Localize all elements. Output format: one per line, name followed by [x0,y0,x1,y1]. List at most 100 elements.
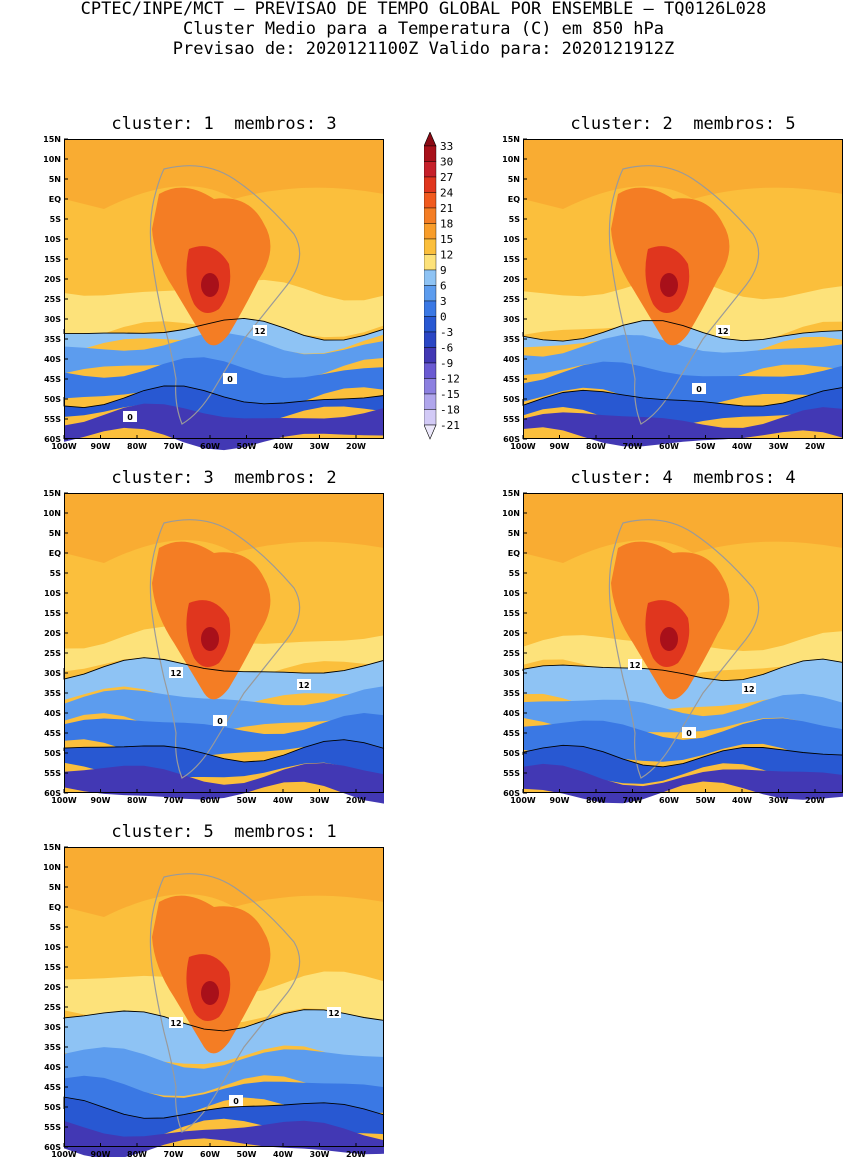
lat-label: 50S [503,749,520,758]
lat-label: 25S [44,1003,61,1012]
lat-label: 45S [44,375,61,384]
field-3-6 [64,332,384,381]
lat-label: 10S [44,943,61,952]
svg-text:12: 12 [629,661,640,670]
lon-label: 40W [273,796,293,805]
map-panel-cluster-1: 12 0 0 15N 10N 5N EQ 5S 10S 15S 20S 25S 30S 35S 40S 45S… [43,135,385,451]
lat-label: 5S [509,569,521,578]
lon-label: 70W [623,796,643,805]
lat-label: 55S [503,769,520,778]
colorbar-label: 3 [440,295,447,308]
contour-label: 0 [123,411,137,422]
lon-label: 70W [164,442,184,451]
lon-label: 90W [91,796,111,805]
lon-label: 50W [237,442,257,451]
lat-label: 5N [508,529,520,538]
lat-label: 55S [44,415,61,424]
field-18-21-north [64,493,384,563]
contour-12 [63,317,385,341]
contour-label: 12 [742,683,756,694]
lon-label: 50W [237,1150,257,1157]
colorbar-label: 9 [440,264,447,277]
panel-title-1: cluster: 1 membros: 3 [111,114,337,134]
continent-outline [149,873,301,1133]
contour-0 [522,386,844,407]
lon-label: 90W [550,796,570,805]
lat-label: 20S [503,629,520,638]
lat-label: 5S [50,215,62,224]
lat-label: 10S [44,235,61,244]
colorbar-label: 12 [440,249,453,262]
colorbar-label: 30 [440,156,453,169]
lat-label: 10N [43,863,61,872]
lon-label: 20W [346,796,366,805]
field-minus3-0 [523,387,843,429]
lat-label: 15N [43,843,61,852]
lon-label: 60W [659,796,679,805]
field-18-21-north [523,493,843,563]
panel-title-3: cluster: 3 membros: 2 [111,468,337,488]
lon-label: 40W [732,442,752,451]
lon-label: 50W [696,442,716,451]
contour-label: 12 [169,1017,183,1028]
lon-label: 100W [51,796,77,805]
svg-text:12: 12 [254,327,265,336]
lat-label: 20S [44,629,61,638]
lat-label: 45S [44,1083,61,1092]
lat-label: 25S [503,295,520,304]
colorbar-label: -9 [440,357,453,370]
lat-label: EQ [49,903,61,912]
lat-label: 20S [503,275,520,284]
colorbar-swatch [423,238,437,255]
colorbar-swatch [423,176,437,193]
field-0-3 [523,361,843,410]
lat-label: 15S [503,609,520,618]
lat-label: 60S [44,435,61,444]
field-3-6 [523,334,843,384]
lat-label: 50S [503,395,520,404]
lat-label: 15S [503,255,520,264]
colorbar-label: -3 [440,326,453,339]
lat-label: 10N [502,509,520,518]
colorbar-label: 27 [440,171,453,184]
lon-label: 70W [164,1150,184,1157]
svg-text:0: 0 [686,729,692,738]
lon-label: 90W [550,442,570,451]
lon-label: 40W [732,796,752,805]
temperature-map: 12 12 0 15N 10N 5N EQ 5S 10S 15S 20S 25S 30S 35S 40S 45… [43,843,385,1157]
lat-label: 30S [503,315,520,324]
svg-text:12: 12 [298,681,309,690]
svg-text:0: 0 [233,1097,239,1106]
lat-label: 15S [44,255,61,264]
lon-label: 70W [623,442,643,451]
svg-text:12: 12 [328,1009,339,1018]
colorbar-swatch [423,331,437,348]
field-minus3-0 [64,385,384,426]
header-line-1: CPTEC/INPE/MCT – PREVISAO DE TEMPO GLOBA… [80,0,767,19]
lat-label: 15N [43,135,61,144]
lat-label: 30S [44,669,61,678]
lon-label: 40W [273,1150,293,1157]
colorbar-swatch [423,347,437,364]
continent-outline [149,165,301,425]
field-minus6-minus3 [523,407,843,447]
lon-label: 20W [805,442,825,451]
svg-text:12: 12 [743,685,754,694]
temperature-map: 12 0 15N 10N 5N EQ 5S 10S 15S 20S 25S 30S 35S 40S 45S 5… [502,135,844,451]
map-frame [523,139,843,439]
field-27-30 [201,981,219,1005]
lon-label: 20W [346,442,366,451]
contour-label: 12 [716,325,730,336]
lat-label: EQ [508,195,520,204]
lat-label: 35S [44,689,61,698]
lat-label: 45S [503,375,520,384]
field-27-30 [660,273,678,297]
field-minus6-minus3 [64,403,384,451]
continent-outline [608,165,760,425]
field-27-30 [201,273,219,297]
colorbar-label: 21 [440,202,453,215]
contour-0 [522,744,844,768]
lat-label: EQ [49,195,61,204]
colorbar-swatch [423,409,437,426]
contour-0 [63,385,385,409]
